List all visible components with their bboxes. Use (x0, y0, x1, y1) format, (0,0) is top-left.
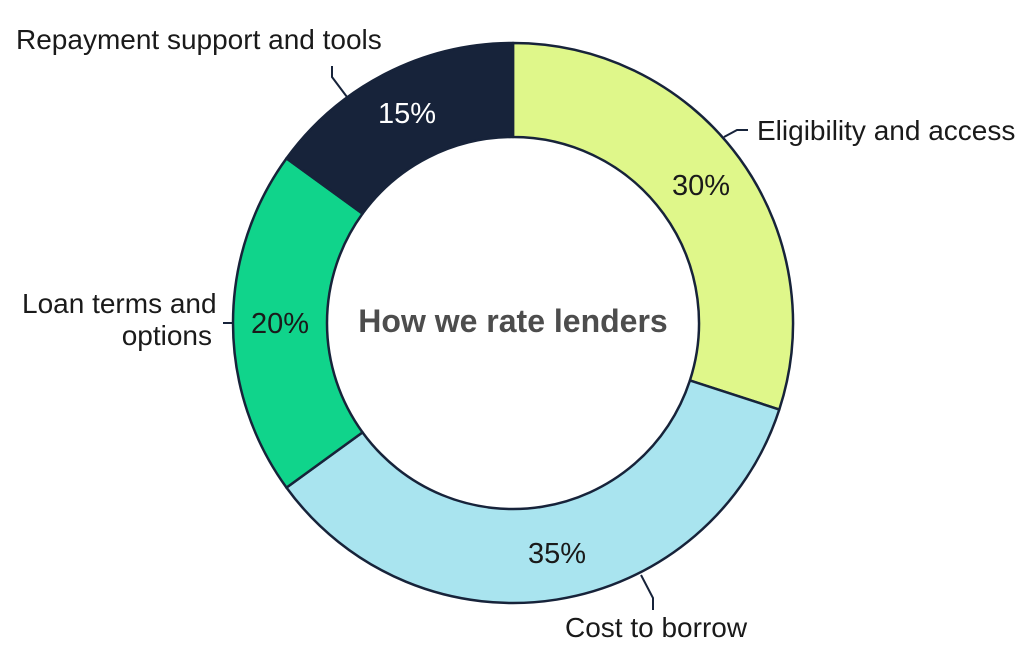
svg-text:35%: 35% (528, 538, 586, 570)
svg-text:30%: 30% (672, 170, 730, 202)
svg-text:15%: 15% (378, 98, 436, 130)
svg-text:How we rate lenders: How we rate lenders (358, 303, 667, 339)
svg-text:20%: 20% (251, 308, 309, 340)
